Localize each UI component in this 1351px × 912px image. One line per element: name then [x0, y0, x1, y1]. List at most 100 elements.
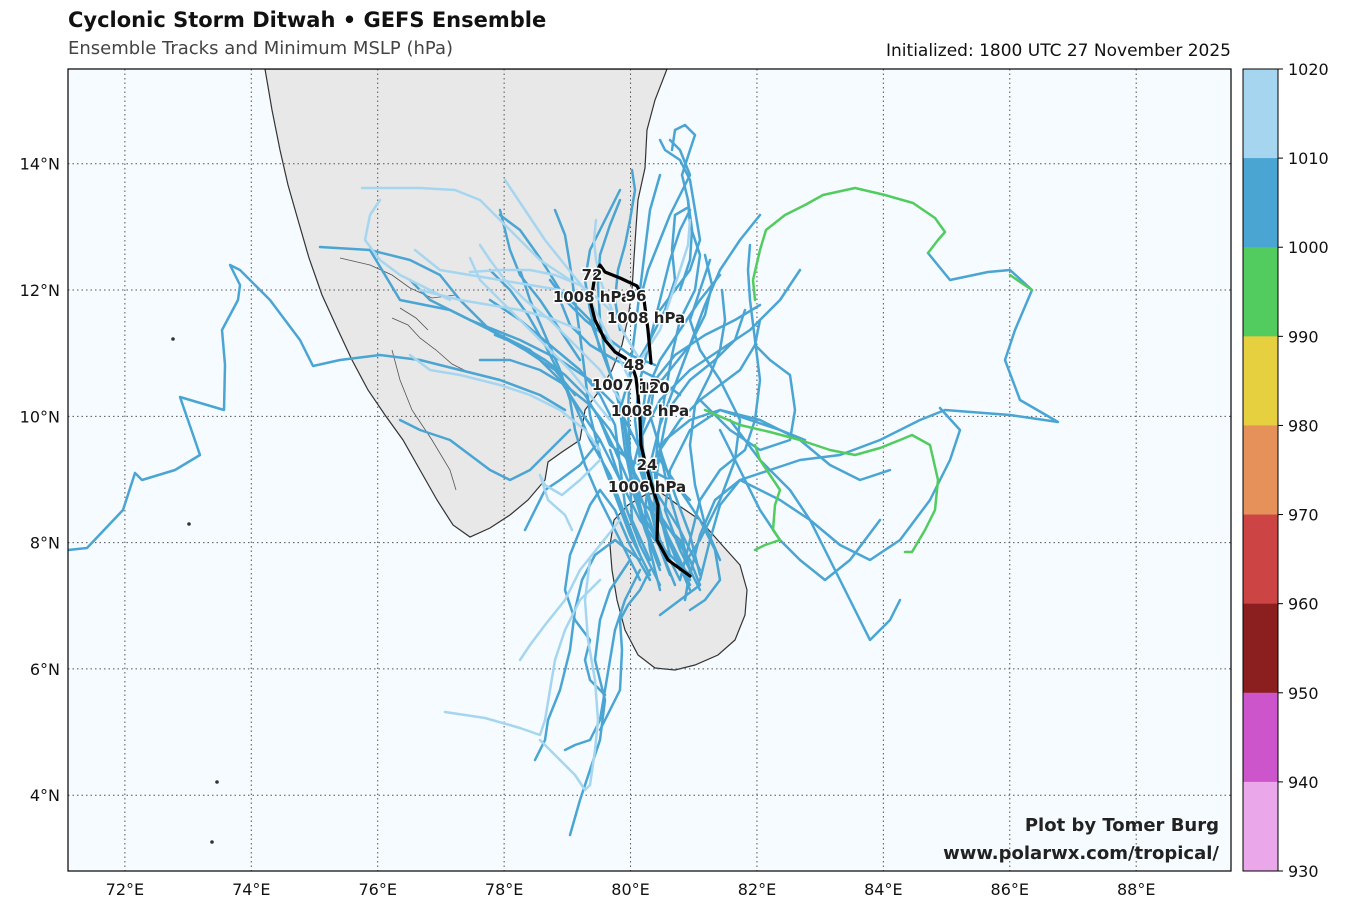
ensemble-member-track: [658, 308, 747, 572]
colorbar-bin: [1243, 158, 1278, 248]
colorbar-bin: [1243, 514, 1278, 605]
ensemble-member-track: [678, 258, 742, 572]
mean-track-mslp-label: 1008 hPa: [611, 402, 689, 420]
colorbar-bin: [1243, 425, 1278, 516]
colorbar-bin: [1243, 692, 1278, 783]
ensemble-member-track: [751, 186, 947, 302]
colorbar-bin: [1243, 247, 1278, 337]
lon-tick-label: 82°E: [738, 880, 776, 899]
ensemble-member-track: [598, 568, 652, 732]
ensemble-tracks: [68, 123, 1060, 837]
ensemble-member-track: [563, 568, 642, 752]
ensemble-member-track: [688, 288, 727, 562]
lon-tick-label: 80°E: [611, 880, 649, 899]
mean-track-mslp-label: 1008 hPa: [607, 309, 685, 327]
ensemble-member-track: [753, 443, 782, 552]
ensemble-member-track: [608, 448, 692, 602]
colorbar-tick-label: 1020: [1288, 60, 1329, 79]
lon-tick-label: 76°E: [358, 880, 396, 899]
ensemble-member-track: [493, 333, 662, 567]
ensemble-member-track: [68, 263, 567, 552]
ensemble-member-track: [443, 578, 602, 737]
ensemble-member-track: [413, 248, 592, 302]
ensemble-member-track: [408, 278, 702, 572]
ensemble-member-track: [553, 208, 652, 577]
ensemble-member-track: [503, 178, 632, 382]
mean-track-line: [588, 263, 692, 578]
credit-author: Plot by Tomer Burg: [1025, 815, 1219, 836]
colorbar-tick-label: 940: [1288, 773, 1319, 792]
india-landmass: [264, 69, 668, 538]
lon-tick-label: 88°E: [1117, 880, 1155, 899]
latitude-tick-labels: 4°N 6°N 8°N 10°N 12°N 14°N: [20, 155, 60, 805]
ensemble-member-track: [538, 458, 602, 532]
lon-tick-label: 78°E: [485, 880, 523, 899]
colorbar-bin: [1243, 69, 1278, 159]
ensemble-member-track: [518, 268, 642, 582]
ensemble-member-track: [628, 268, 802, 562]
ensemble-mean-track: [588, 263, 692, 578]
colorbar-tick-label: 1010: [1288, 149, 1329, 168]
ensemble-member-track: [592, 218, 642, 362]
colorbar-tick-label: 1000: [1288, 238, 1329, 257]
mslp-colorbar: 1020 1010 1000 990 980 970 960 950 940 930: [1242, 60, 1329, 881]
ensemble-member-track: [670, 123, 697, 292]
ensemble-member-track: [1008, 273, 1034, 292]
colorbar-bin: [1243, 336, 1278, 426]
ensemble-member-track: [468, 268, 622, 322]
ensemble-member-track: [653, 198, 702, 557]
ensemble-member-track: [363, 198, 452, 302]
mean-track-hour-label: 48: [624, 356, 645, 374]
mean-track-mslp-label: 1006 hPa: [608, 478, 686, 496]
ensemble-member-track: [658, 138, 702, 312]
lat-tick-label: 4°N: [30, 786, 60, 805]
ensemble-member-track: [638, 218, 692, 362]
state-boundaries: [339, 257, 469, 491]
mean-track-mslp-label: 1008 hPa: [553, 288, 631, 306]
lon-tick-label: 84°E: [864, 880, 902, 899]
ensemble-member-track: [398, 418, 572, 482]
mean-track-hour-label: 72: [582, 266, 603, 284]
colorbar-tick-label: 960: [1288, 595, 1319, 614]
lat-tick-label: 6°N: [30, 660, 60, 679]
ensemble-member-track: [468, 256, 612, 422]
ensemble-member-track: [360, 186, 572, 282]
ensemble-member-track: [728, 418, 902, 642]
ensemble-member-track: [478, 243, 622, 402]
lon-tick-label: 72°E: [106, 880, 144, 899]
initialization-time: Initialized: 1800 UTC 27 November 2025: [886, 41, 1231, 61]
ensemble-member-track: [583, 188, 622, 352]
lat-tick-label: 10°N: [20, 407, 60, 426]
ensemble-member-track: [538, 738, 592, 792]
ensemble-member-track: [698, 343, 797, 452]
land-layer: [171, 69, 748, 844]
ensemble-member-track: [368, 248, 672, 562]
ensemble-member-track: [533, 538, 642, 762]
ensemble-member-track: [408, 353, 602, 452]
map-frame: [67, 68, 1232, 872]
ensemble-member-track: [523, 438, 602, 532]
lat-tick-label: 14°N: [20, 155, 60, 174]
colorbar-bin: [1243, 781, 1278, 872]
ensemble-member-track: [583, 558, 600, 787]
longitude-tick-labels: 72°E 74°E 76°E 78°E 80°E 82°E 84°E 86°E 88°E: [106, 880, 1156, 899]
ensemble-member-track: [568, 558, 632, 837]
colorbar-tick-label: 970: [1288, 506, 1319, 525]
ensemble-member-track: [598, 418, 692, 502]
ensemble-member-track: [638, 138, 692, 302]
colorbar-tick-label: 980: [1288, 416, 1319, 435]
ensemble-member-track: [648, 303, 762, 577]
colorbar-frame: [1242, 68, 1279, 872]
ensemble-member-track: [640, 253, 714, 587]
lon-tick-label: 74°E: [232, 880, 270, 899]
colorbar-tick-label: 950: [1288, 684, 1319, 703]
mean-track-hour-label: 96: [626, 287, 647, 305]
ensemble-member-track: [548, 278, 657, 367]
chart-subtitle: Ensemble Tracks and Minimum MSLP (hPa): [68, 38, 454, 59]
ensemble-member-track: [703, 408, 940, 554]
credit-url: www.polarwx.com/tropical/: [943, 843, 1219, 864]
mean-track-mslp-label: 1007 hPa: [592, 376, 670, 394]
mean-track-hour-label: 24: [637, 456, 658, 474]
